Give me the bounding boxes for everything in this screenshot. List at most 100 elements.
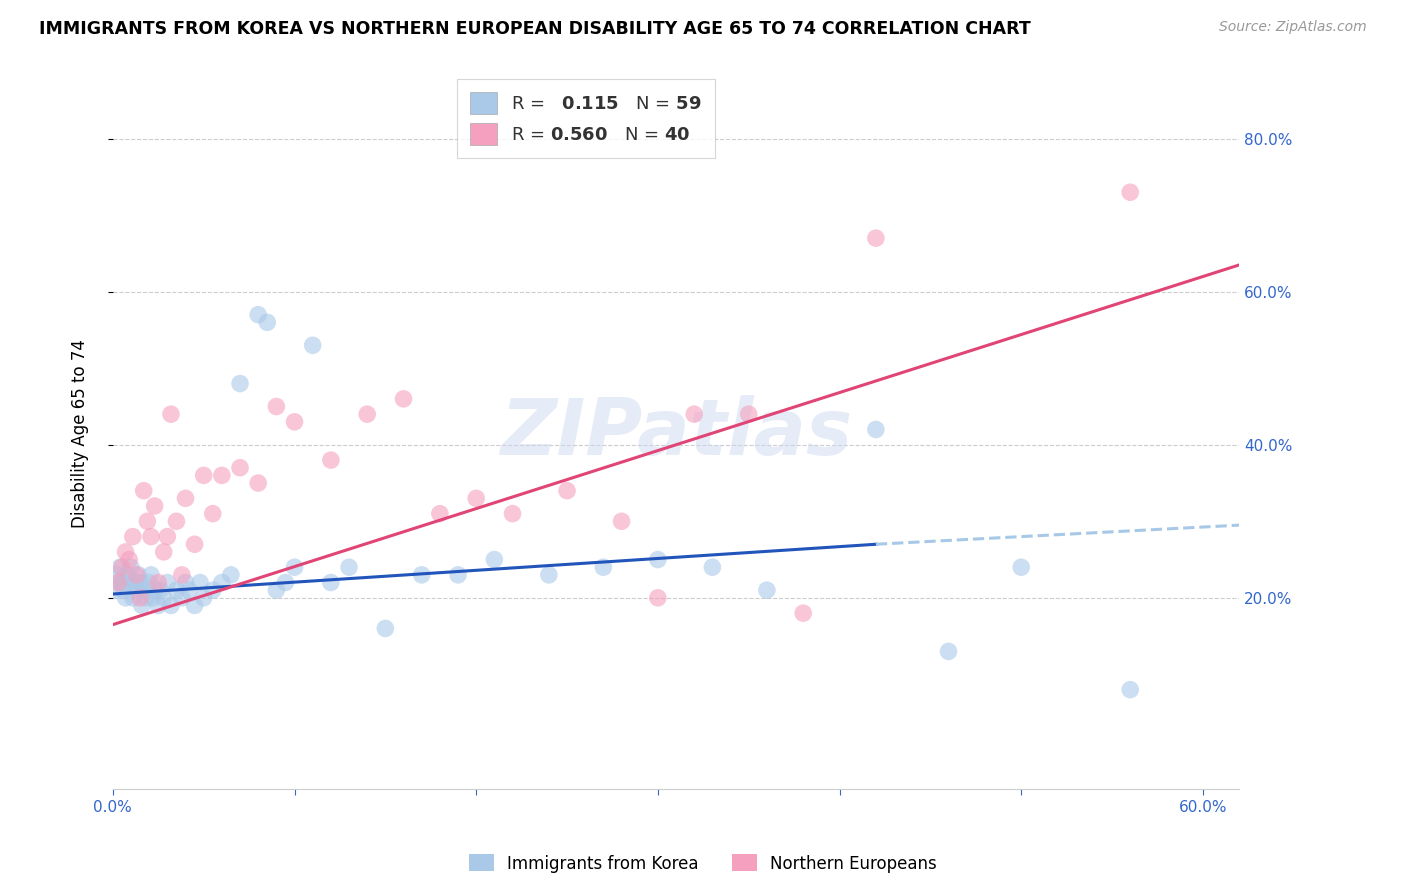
Point xyxy=(465,491,488,506)
Point xyxy=(132,483,155,498)
Point xyxy=(156,575,179,590)
Point xyxy=(374,622,396,636)
Point xyxy=(165,514,187,528)
Point xyxy=(702,560,724,574)
Point xyxy=(647,591,669,605)
Point xyxy=(127,567,149,582)
Point xyxy=(149,583,172,598)
Point xyxy=(755,583,778,598)
Point xyxy=(429,507,451,521)
Point xyxy=(247,476,270,491)
Point xyxy=(188,575,211,590)
Point xyxy=(107,575,129,590)
Point xyxy=(211,468,233,483)
Point xyxy=(170,591,193,605)
Text: Source: ZipAtlas.com: Source: ZipAtlas.com xyxy=(1219,20,1367,34)
Point xyxy=(183,599,205,613)
Text: IMMIGRANTS FROM KOREA VS NORTHERN EUROPEAN DISABILITY AGE 65 TO 74 CORRELATION C: IMMIGRANTS FROM KOREA VS NORTHERN EUROPE… xyxy=(39,20,1031,37)
Point xyxy=(129,575,152,590)
Point xyxy=(193,468,215,483)
Point xyxy=(120,560,142,574)
Point xyxy=(229,460,252,475)
Point xyxy=(201,507,224,521)
Point xyxy=(118,575,141,590)
Y-axis label: Disability Age 65 to 74: Disability Age 65 to 74 xyxy=(72,339,89,528)
Point xyxy=(114,591,136,605)
Point xyxy=(143,583,166,598)
Point xyxy=(447,567,470,582)
Point xyxy=(152,545,174,559)
Point xyxy=(138,575,160,590)
Point xyxy=(121,591,143,605)
Point xyxy=(124,575,146,590)
Point xyxy=(865,231,887,245)
Point xyxy=(117,567,139,582)
Point xyxy=(105,567,128,582)
Point xyxy=(201,583,224,598)
Point xyxy=(104,583,127,598)
Point xyxy=(266,400,288,414)
Legend: Immigrants from Korea, Northern Europeans: Immigrants from Korea, Northern European… xyxy=(463,847,943,880)
Point xyxy=(152,591,174,605)
Point xyxy=(392,392,415,406)
Point xyxy=(219,567,242,582)
Point xyxy=(193,591,215,605)
Point xyxy=(118,552,141,566)
Point xyxy=(537,567,560,582)
Point xyxy=(165,583,187,598)
Point xyxy=(108,560,131,574)
Point xyxy=(136,514,159,528)
Point xyxy=(592,560,614,574)
Point xyxy=(283,560,305,574)
Point xyxy=(148,575,170,590)
Point xyxy=(160,599,183,613)
Point xyxy=(183,537,205,551)
Point xyxy=(337,560,360,574)
Point xyxy=(683,407,706,421)
Point xyxy=(121,530,143,544)
Point xyxy=(274,575,297,590)
Point xyxy=(107,575,129,590)
Point xyxy=(484,552,506,566)
Point xyxy=(647,552,669,566)
Point xyxy=(247,308,270,322)
Point xyxy=(139,567,162,582)
Point xyxy=(319,453,342,467)
Point xyxy=(131,599,153,613)
Point xyxy=(256,315,278,329)
Point xyxy=(283,415,305,429)
Point xyxy=(135,591,157,605)
Point xyxy=(142,591,165,605)
Point xyxy=(125,567,148,582)
Point xyxy=(179,583,201,598)
Point xyxy=(411,567,433,582)
Point xyxy=(738,407,761,421)
Point xyxy=(174,575,197,590)
Point xyxy=(170,567,193,582)
Point xyxy=(555,483,578,498)
Point xyxy=(132,583,155,598)
Point xyxy=(114,545,136,559)
Point xyxy=(229,376,252,391)
Point xyxy=(938,644,960,658)
Point xyxy=(125,583,148,598)
Point xyxy=(865,422,887,436)
Point xyxy=(301,338,323,352)
Point xyxy=(156,530,179,544)
Point xyxy=(111,575,134,590)
Point xyxy=(1119,682,1142,697)
Point xyxy=(211,575,233,590)
Point xyxy=(792,606,814,620)
Point xyxy=(266,583,288,598)
Point xyxy=(143,499,166,513)
Point xyxy=(129,591,152,605)
Legend: R =   $\mathbf{0.115}$   N = $\mathbf{59}$, R = $\mathbf{0.560}$   N = $\mathbf{: R = $\mathbf{0.115}$ N = $\mathbf{59}$, … xyxy=(457,79,714,158)
Point xyxy=(610,514,633,528)
Point xyxy=(139,530,162,544)
Point xyxy=(174,491,197,506)
Point xyxy=(112,583,135,598)
Point xyxy=(319,575,342,590)
Point xyxy=(502,507,524,521)
Point xyxy=(1010,560,1032,574)
Text: ZIPatlas: ZIPatlas xyxy=(501,395,852,471)
